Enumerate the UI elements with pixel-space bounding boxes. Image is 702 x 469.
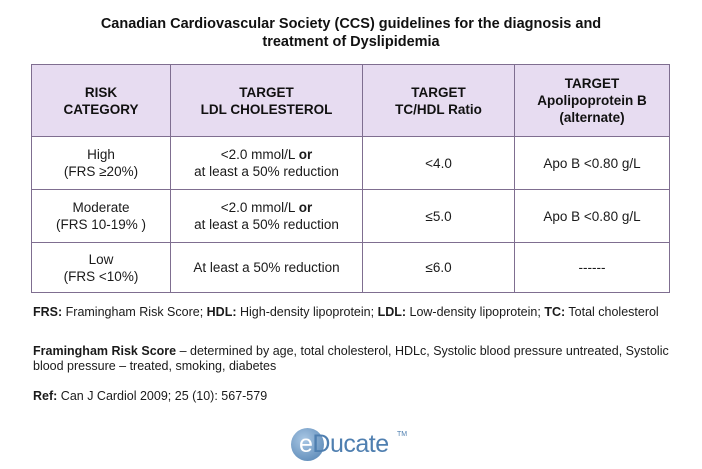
abbreviations-note: FRS: Framingham Risk Score; HDL: High-de… [33,305,659,319]
guidelines-table: RISK CATEGORY TARGET LDL CHOLESTEROL TAR… [31,64,670,293]
header-target-ratio: TARGET TC/HDL Ratio [362,64,515,137]
apob-cell: Apo B <0.80 g/L [514,136,670,190]
ldl-cell: At least a 50% reduction [170,242,363,293]
logo-circle-icon [291,428,324,461]
ldl-cell: <2.0 mmol/L or at least a 50% reduction [170,136,363,190]
logo-trademark: TM [397,431,408,438]
document-title: Canadian Cardiovascular Society (CCS) gu… [0,15,702,51]
header-target-apob: TARGET Apolipoprotein B (alternate) [514,64,670,137]
table-row: High (FRS ≥20%) <2.0 mmol/L or at least … [31,136,670,190]
frs-definition-note: Framingham Risk Score – determined by ag… [33,344,669,373]
ratio-cell: <4.0 [362,136,515,190]
risk-cell: Moderate (FRS 10-19% ) [31,189,171,243]
header-target-ldl: TARGET LDL CHOLESTEROL [170,64,363,137]
ratio-cell: ≤5.0 [362,189,515,243]
ldl-cell: <2.0 mmol/L or at least a 50% reduction [170,189,363,243]
risk-cell: High (FRS ≥20%) [31,136,171,190]
risk-cell: Low (FRS <10%) [31,242,171,293]
logo-wordmark: eDucate [299,430,389,458]
table-header-row: RISK CATEGORY TARGET LDL CHOLESTEROL TAR… [31,64,670,137]
ratio-cell: ≤6.0 [362,242,515,293]
header-risk-category: RISK CATEGORY [31,64,171,137]
title-line-1: Canadian Cardiovascular Society (CCS) gu… [100,16,602,32]
title-line-2: treatment of Dyslipidemia [262,34,440,50]
apob-cell: ------ [514,242,670,293]
educate-logo: eDucate TM [291,427,421,463]
reference-note: Ref: Can J Cardiol 2009; 25 (10): 567-57… [33,389,268,403]
apob-cell: Apo B <0.80 g/L [514,189,670,243]
table-row: Moderate (FRS 10-19% ) <2.0 mmol/L or at… [31,189,670,243]
table-row: Low (FRS <10%) At least a 50% reduction … [31,242,670,293]
